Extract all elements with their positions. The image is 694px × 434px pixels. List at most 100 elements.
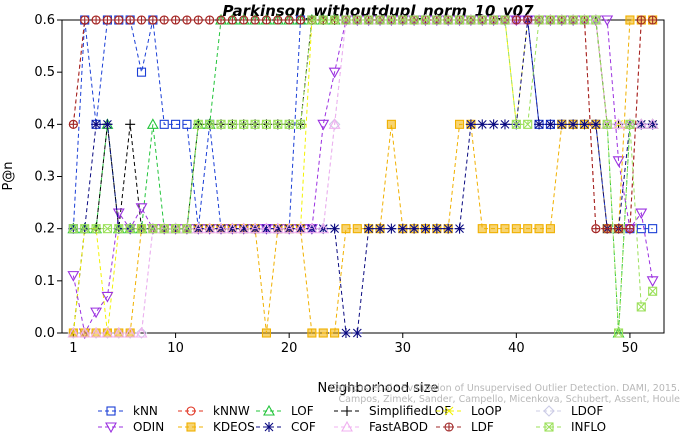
point-kdeos [386,119,396,129]
point-inflo [545,15,555,25]
legend-item-ldf: LDF [436,420,494,434]
y-tick-label: 0.3 [34,170,55,185]
point-cof [329,223,340,234]
point-inflo [454,15,465,25]
point-inflo [193,119,203,129]
point-inflo [409,15,419,25]
point-inflo [375,15,385,25]
point-fastabod [226,222,239,234]
legend-label-knn: kNN [133,404,158,418]
point-ldof [601,118,613,131]
legend-marker-loop [444,406,454,416]
point-inflo [443,15,453,25]
point-cof [204,223,215,234]
point-ldf [239,15,249,25]
point-inflo [477,15,487,25]
point-ldof [135,327,148,339]
point-lof [146,118,159,129]
legend-marker-ldof [543,405,555,417]
point-ldf [261,15,272,25]
point-knn [136,67,147,77]
y-axis-label: P@n [1,161,16,190]
point-fastabod [192,222,205,234]
point-inflo [330,15,340,25]
point-cof [534,119,545,130]
point-ldf [114,15,124,25]
legend-item-knn: kNN [98,404,158,418]
series-group [67,14,659,339]
point-fastabod [305,222,318,234]
legend-item-inflo: INFLO [536,420,606,434]
legend-marker-lof [263,404,275,416]
point-fastabod [612,118,625,129]
point-cof [636,119,647,130]
point-odin [112,208,125,220]
series-fastabod [67,14,659,338]
series-odin [67,15,659,339]
point-kdeos [330,328,340,338]
legend-item-ldof: LDOF [536,404,603,418]
plot-frame [61,19,665,334]
point-cof [272,223,283,234]
legend-item-fastabod: FastABOD [334,420,428,434]
legend-marker-simplifiedlof [342,406,352,416]
point-odin [90,307,103,319]
point-cof [363,223,374,234]
point-cof [375,223,386,234]
point-ldf [68,119,78,129]
point-ldf [250,15,260,25]
point-fastabod [124,326,137,338]
series-line-lof [73,19,653,334]
point-kdeos [341,224,351,234]
point-inflo [602,119,612,129]
point-ldof [317,222,330,235]
point-ldf [125,15,135,25]
legend-label-cof: COF [291,420,316,434]
point-inflo [398,15,408,25]
point-inflo [614,328,624,338]
point-inflo [273,119,283,129]
legend-marker-odin [105,422,117,434]
point-kdeos [318,328,328,338]
point-inflo [579,15,590,25]
point-fastabod [328,118,341,129]
x-tick-label: 1 [69,341,77,356]
point-kdeos [261,328,272,338]
point-cof [295,223,306,234]
legend-item-odin: ODIN [98,420,164,434]
point-ldf [102,15,112,25]
point-kdeos [511,224,521,234]
point-cof [91,119,102,130]
point-odin [646,276,659,287]
series-kdeos [68,15,658,338]
point-kdeos [545,224,555,234]
legend-label-inflo: INFLO [571,420,606,434]
point-knn [182,119,192,129]
point-inflo [125,224,135,234]
y-tick-label: 0.4 [34,117,55,132]
point-inflo [159,224,169,234]
point-ldf [80,15,90,25]
point-cof [556,119,567,130]
point-inflo [295,119,306,129]
point-fastabod [101,326,114,338]
point-ldf [284,15,294,25]
point-cof [499,119,510,130]
point-kdeos [534,224,544,234]
point-ldf [648,15,658,25]
point-fastabod [249,222,262,234]
legend-marker-kdeos [186,422,196,432]
point-fastabod [317,222,330,234]
series-loop [68,15,658,338]
legend-label-kdeos: KDEOS [213,420,255,434]
series-ldof [67,14,659,339]
y-tick-label: 0.2 [34,222,55,237]
point-inflo [432,15,442,25]
point-cof [420,223,431,234]
point-simplifiedlof [125,119,136,130]
point-fastabod [203,222,216,234]
legend-label-ldf: LDF [471,420,494,434]
point-cof [477,119,488,130]
